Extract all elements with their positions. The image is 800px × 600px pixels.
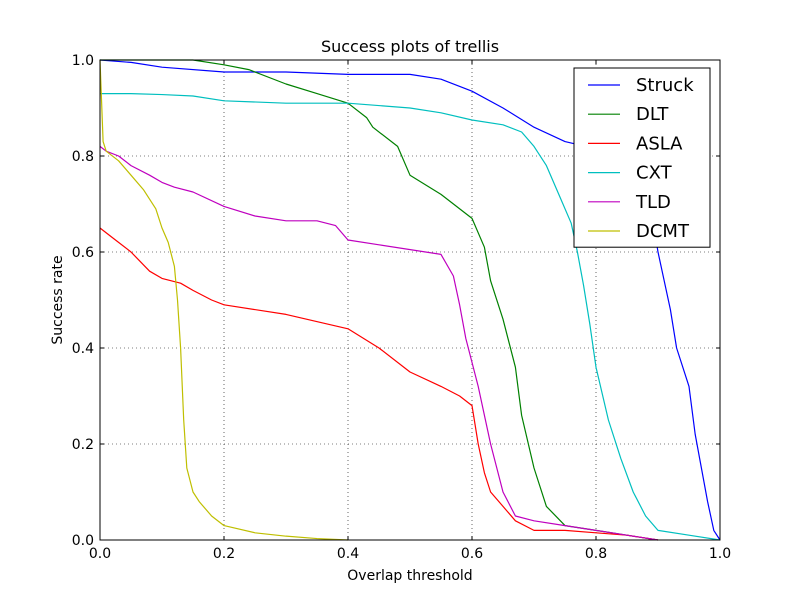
series-line-dcmt: [99, 59, 349, 541]
y-tick-label: 0.2: [72, 437, 94, 453]
x-tick-label: 0.8: [585, 546, 607, 562]
plot-frame: [99, 59, 721, 541]
legend-entry-dlt: DLT: [636, 104, 669, 125]
y-axis-label: Success rate: [50, 255, 66, 344]
legend-entry-cxt: CXT: [636, 163, 673, 184]
legend-entry-dcmt: DCMT: [636, 221, 690, 242]
ticks: 0.0 0.2 0.4 0.6 0.8 1.0 0.0 0.2 0.4 0.6 0.8 1.0: [72, 53, 731, 562]
legend-entry-struck: Struck: [636, 75, 694, 96]
x-axis-label: Overlap threshold: [347, 568, 472, 584]
chart-title: Success plots of trellis: [321, 37, 499, 56]
y-tick-label: 0.4: [72, 341, 94, 357]
series-line-cxt: [100, 93, 721, 541]
series-line-tld: [99, 145, 659, 541]
x-tick-label: 0.6: [461, 546, 483, 562]
x-tick-label: 0.0: [89, 546, 111, 562]
y-tick-label: 1.0: [72, 53, 94, 69]
x-tick-label: 0.2: [213, 546, 235, 562]
legend-entry-tld: TLD: [635, 192, 671, 213]
series-line-dlt: [100, 59, 659, 541]
legend-box: [573, 67, 711, 248]
legend-entry-asla: ASLA: [636, 133, 683, 154]
y-tick-label: 0.6: [72, 245, 94, 261]
y-tick-label: 0.8: [72, 149, 94, 165]
y-tick-label: 0.0: [72, 533, 94, 549]
x-tick-label: 1.0: [709, 546, 731, 562]
x-tick-label: 0.4: [337, 546, 359, 562]
legend: Struck DLT ASLA CXT TLD DCMT: [573, 67, 711, 248]
series-line-asla: [99, 227, 659, 541]
